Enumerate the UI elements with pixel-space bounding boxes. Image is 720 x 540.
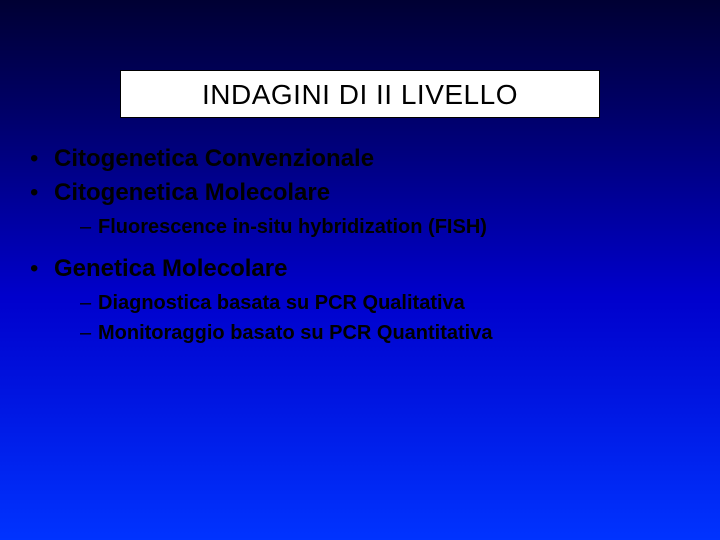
list-subitem: – Fluorescence in-situ hybridization (FI… xyxy=(30,214,720,240)
list-item: • Genetica Molecolare xyxy=(30,254,720,284)
list-item: • Citogenetica Molecolare xyxy=(30,178,720,208)
list-subitem-label: Diagnostica basata su PCR Qualitativa xyxy=(98,290,465,316)
sublist: – Fluorescence in-situ hybridization (FI… xyxy=(30,214,720,240)
list-item-label: Citogenetica Convenzionale xyxy=(54,144,374,174)
dash-icon: – xyxy=(80,290,98,316)
sublist: – Diagnostica basata su PCR Qualitativa … xyxy=(30,290,720,346)
slide-title: INDAGINI DI II LIVELLO xyxy=(121,79,599,111)
list-item-label: Genetica Molecolare xyxy=(54,254,287,284)
bullet-icon: • xyxy=(30,144,54,174)
list-item-label: Citogenetica Molecolare xyxy=(54,178,330,208)
dash-icon: – xyxy=(80,214,98,240)
dash-icon: – xyxy=(80,320,98,346)
bullet-icon: • xyxy=(30,178,54,208)
bullet-icon: • xyxy=(30,254,54,284)
list-subitem: – Diagnostica basata su PCR Qualitativa xyxy=(30,290,720,316)
list-subitem-label: Monitoraggio basato su PCR Quantitativa xyxy=(98,320,492,346)
list-subitem-label: Fluorescence in-situ hybridization (FISH… xyxy=(98,214,487,240)
content-area: • Citogenetica Convenzionale • Citogenet… xyxy=(0,144,720,346)
list-subitem: – Monitoraggio basato su PCR Quantitativ… xyxy=(30,320,720,346)
list-item: • Citogenetica Convenzionale xyxy=(30,144,720,174)
title-box: INDAGINI DI II LIVELLO xyxy=(120,70,600,118)
